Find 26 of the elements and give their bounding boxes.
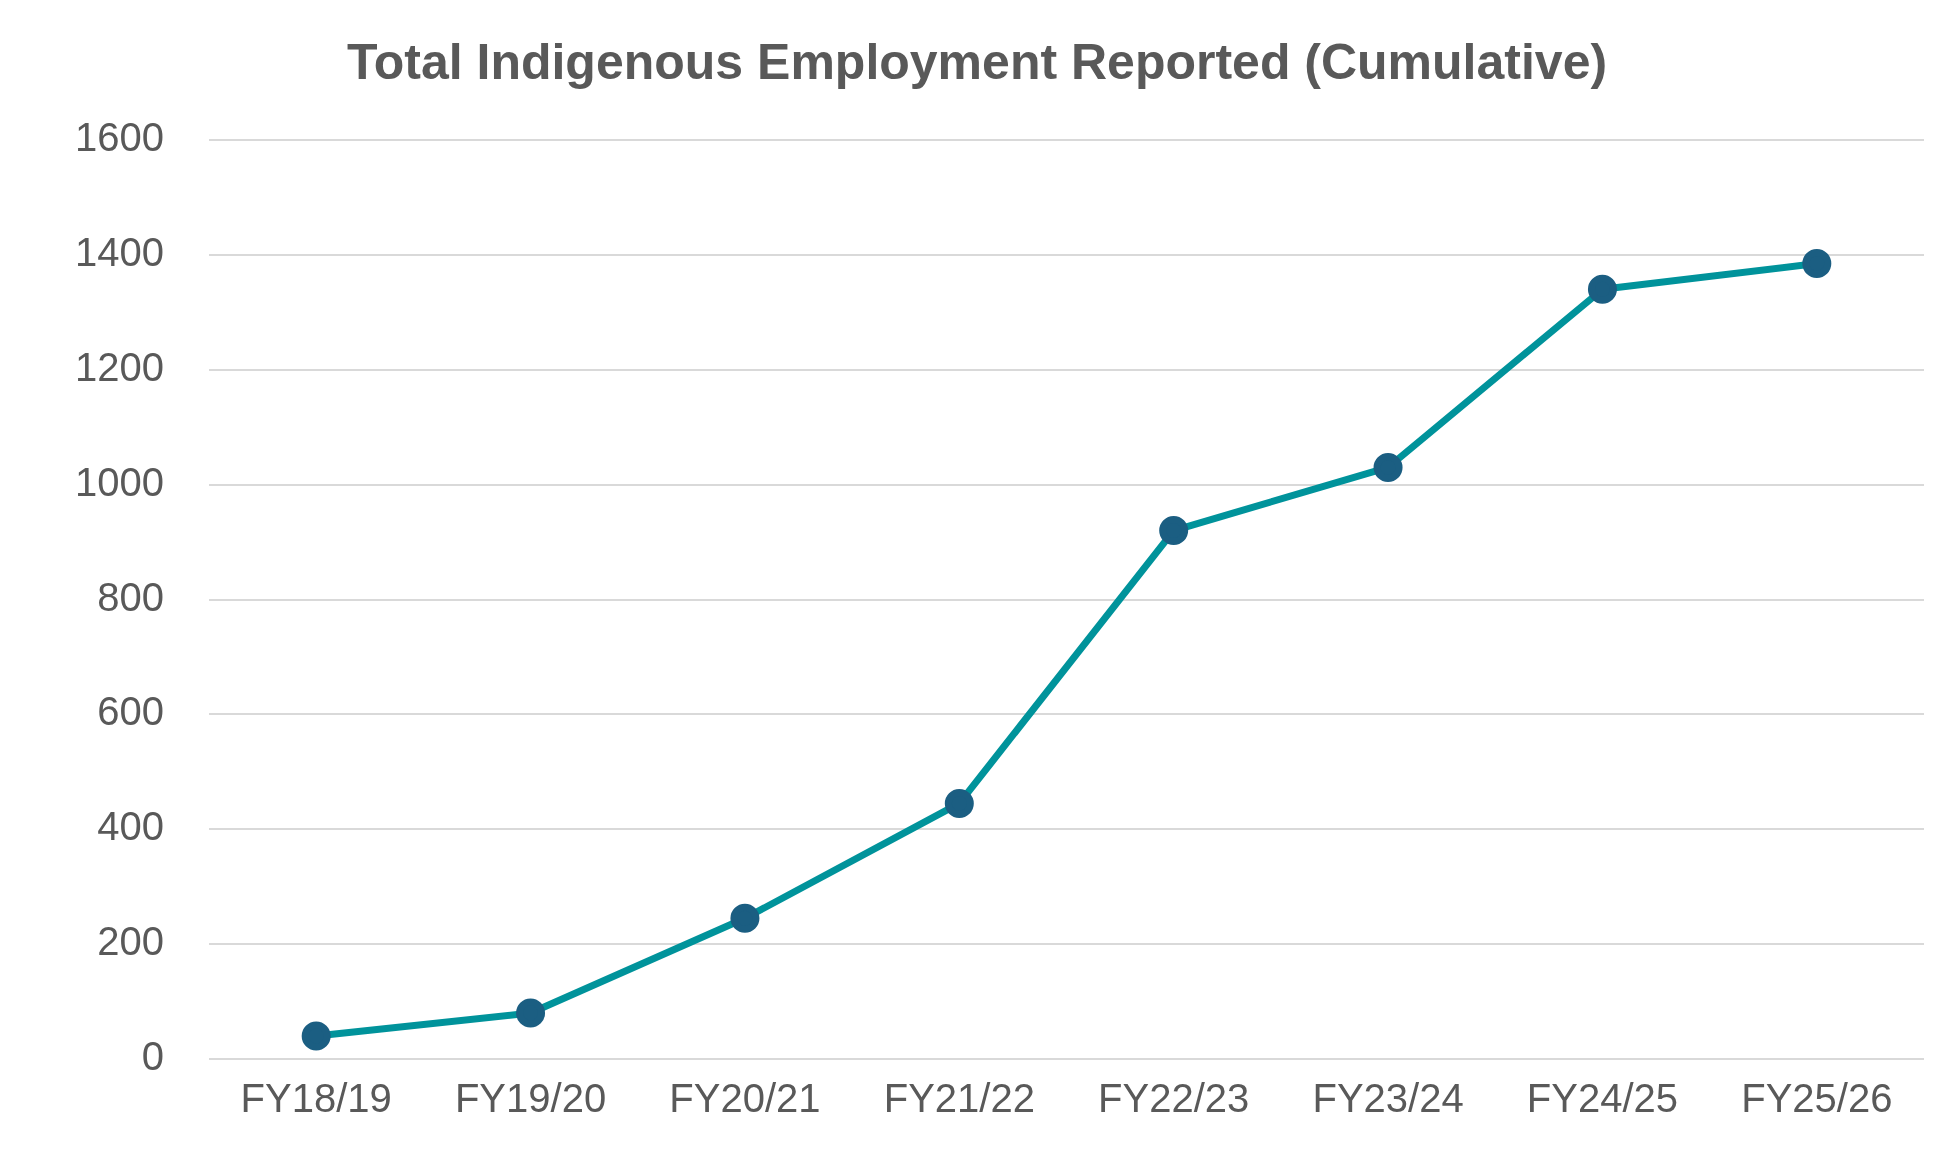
y-tick-label: 1400: [75, 229, 164, 274]
y-tick-label: 1000: [75, 459, 164, 504]
chart-title: Total Indigenous Employment Reported (Cumulative): [346, 33, 1608, 90]
x-tick-label: FY18/19: [240, 1076, 392, 1121]
x-tick-label: FY20/21: [669, 1076, 821, 1121]
x-tick-label: FY22/23: [1098, 1076, 1250, 1121]
x-tick-label: FY25/26: [1741, 1076, 1893, 1121]
point: [1373, 452, 1403, 482]
x-tick-label: FY21/22: [883, 1076, 1035, 1121]
point: [516, 998, 546, 1028]
point: [301, 1021, 331, 1051]
x-tick-label: FY24/25: [1526, 1076, 1679, 1121]
y-tick-label: 200: [97, 919, 164, 964]
y-tick-label: 800: [97, 574, 164, 619]
point: [730, 903, 760, 933]
y-tick-label: 1200: [75, 344, 164, 389]
point: [944, 788, 974, 818]
point: [1159, 516, 1189, 546]
y-tick-label: 600: [97, 689, 164, 734]
y-tick-label: 0: [141, 1034, 164, 1079]
y-tick-label: 1600: [75, 115, 164, 160]
x-tick-label: FY23/24: [1312, 1076, 1464, 1121]
x-tick-label: FY19/20: [454, 1076, 607, 1121]
point: [1587, 274, 1617, 304]
y-tick-label: 400: [97, 804, 164, 849]
point: [1802, 248, 1832, 278]
